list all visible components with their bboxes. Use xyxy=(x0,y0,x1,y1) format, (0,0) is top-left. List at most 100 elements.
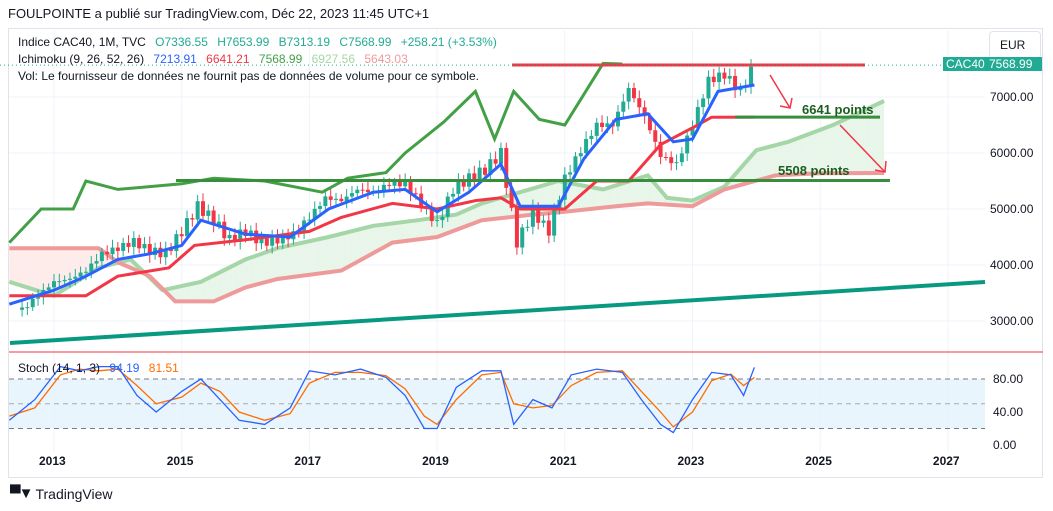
candle-body xyxy=(733,75,738,91)
candle-body xyxy=(578,153,583,157)
cloud-segment xyxy=(226,267,230,296)
cloud-segment xyxy=(363,227,367,259)
candle-body xyxy=(216,221,221,226)
candle-body xyxy=(105,251,110,255)
high-value: H7653.99 xyxy=(217,35,270,49)
cloud-segment xyxy=(258,253,262,285)
candle-body xyxy=(552,209,557,236)
cloud-segment xyxy=(778,143,782,176)
candle-body xyxy=(594,122,599,136)
cloud-segment xyxy=(197,281,201,302)
candle-body xyxy=(110,247,115,255)
candle-body xyxy=(259,238,264,244)
cloud-segment xyxy=(807,133,811,174)
cloud-segment xyxy=(373,225,377,254)
candle-body xyxy=(701,98,706,108)
candle-body xyxy=(20,307,25,310)
candle-body xyxy=(264,238,269,246)
candle-body xyxy=(717,72,722,83)
candle-body xyxy=(381,184,386,191)
candle-body xyxy=(711,76,716,83)
cloud-segment xyxy=(424,218,428,239)
cloud-segment xyxy=(848,115,853,174)
candle-body xyxy=(349,193,354,197)
candle-body xyxy=(334,198,339,200)
volume-legend: Vol: Le fournisseur de données ne fourni… xyxy=(18,69,479,83)
candle-body xyxy=(30,298,35,308)
candle-body xyxy=(25,307,30,309)
cloud-segment xyxy=(315,239,319,274)
time-axis-label: 2023 xyxy=(677,454,705,468)
stoch-k-value: 94.19 xyxy=(109,361,140,375)
candle-body xyxy=(722,72,727,79)
cloud-segment xyxy=(523,190,527,216)
cloud-segment xyxy=(245,258,249,288)
symbol-legend[interactable]: Indice CAC40, 1M, TVC O7336.55 H7653.99 … xyxy=(18,35,503,49)
candle-body xyxy=(36,297,41,299)
candle-body xyxy=(339,198,344,202)
candle-body xyxy=(435,220,440,222)
candle-body xyxy=(584,139,589,154)
cloud-segment xyxy=(290,244,294,278)
cloud-segment xyxy=(350,230,355,266)
candle-body xyxy=(472,173,477,181)
cloud-segment xyxy=(15,248,19,285)
cloud-segment xyxy=(852,114,856,174)
cloud-segment xyxy=(813,131,818,174)
cloud-segment xyxy=(619,183,623,206)
cloud-segment xyxy=(178,286,182,302)
candle-body xyxy=(238,229,243,242)
stoch-k-line xyxy=(8,365,756,434)
candle-body xyxy=(690,127,695,136)
candle-body xyxy=(663,156,668,158)
cloud-segment xyxy=(184,284,189,302)
cloud-segment xyxy=(775,144,779,176)
currency-button[interactable]: EUR xyxy=(989,31,1041,59)
candle-body xyxy=(546,220,551,236)
candle-body xyxy=(749,66,754,87)
cloud-segment xyxy=(836,121,840,174)
cloud-segment xyxy=(631,179,636,205)
candle-body xyxy=(429,206,434,222)
candle-body xyxy=(498,147,503,164)
tradingview-logo[interactable]: ▀▼ TradingView xyxy=(10,485,113,502)
time-axis-label: 2013 xyxy=(39,454,66,468)
cloud-segment xyxy=(453,214,457,231)
candle-body xyxy=(222,221,227,239)
cloud-segment xyxy=(287,245,291,278)
stoch-legend[interactable]: Stoch (14, 1, 3) 94.19 81.51 xyxy=(18,361,185,375)
candle-body xyxy=(46,287,51,290)
time-axis-label: 2015 xyxy=(166,454,194,468)
close-value: C7568.99 xyxy=(339,35,392,49)
candle-body xyxy=(504,147,509,188)
cloud-segment xyxy=(462,210,466,228)
cloud-segment xyxy=(871,105,875,174)
cloud-segment xyxy=(603,188,607,208)
cloud-segment xyxy=(255,254,259,285)
cloud-segment xyxy=(484,201,489,220)
candle-body xyxy=(62,279,67,282)
candle-body xyxy=(525,226,530,228)
cloud-segment xyxy=(22,248,26,287)
candle-body xyxy=(190,218,195,220)
candle-body xyxy=(169,249,174,251)
candle-body xyxy=(685,135,690,154)
cloud-segment xyxy=(858,111,862,174)
candle-body xyxy=(562,174,567,200)
cloud-segment xyxy=(344,232,348,269)
cloud-segment xyxy=(274,248,278,280)
candle-body xyxy=(89,263,94,272)
cloud-segment xyxy=(47,248,51,295)
cloud-segment xyxy=(804,134,808,174)
tradingview-logo-icon: ▀▼ xyxy=(10,485,34,502)
ichimoku-legend[interactable]: Ichimoku (9, 26, 52, 26) 7213.91 6641.21… xyxy=(18,52,414,66)
cloud-segment xyxy=(386,223,390,247)
time-axis-label: 2027 xyxy=(932,454,960,468)
cloud-segment xyxy=(437,216,441,237)
cloud-segment xyxy=(220,270,224,299)
candle-body xyxy=(674,162,679,164)
chart-frame[interactable] xyxy=(8,28,1043,478)
cloud-segment xyxy=(459,211,463,229)
cloud-segment xyxy=(427,218,431,239)
